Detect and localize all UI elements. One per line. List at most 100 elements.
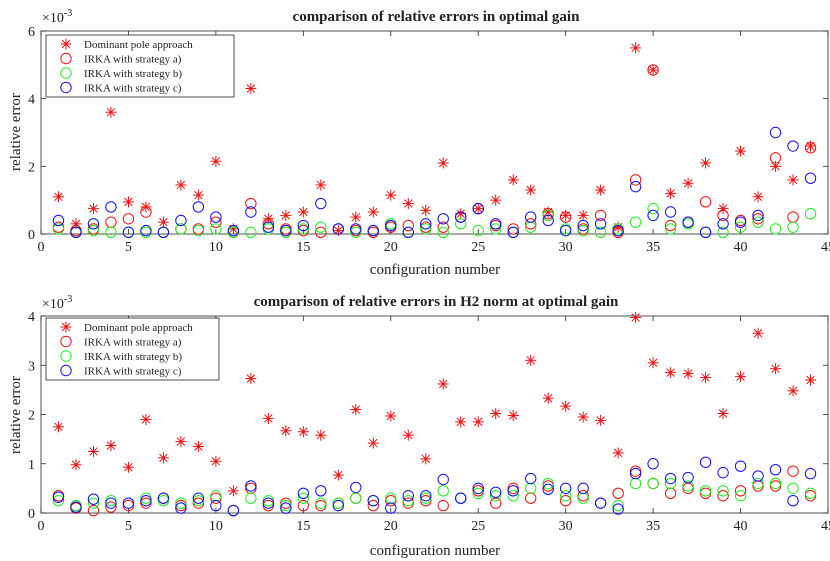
data-point-circle: [577, 224, 589, 237]
data-point-circle: [734, 490, 747, 502]
data-point-circle: [210, 223, 222, 235]
data-point-circle: [664, 206, 677, 218]
data-point-circle: [804, 142, 817, 154]
data-point-circle: [280, 499, 292, 512]
data-point-circle: [787, 465, 799, 477]
data-point-circle: [769, 126, 782, 139]
data-point-circle: [507, 490, 519, 502]
y-tick-label: 4: [28, 310, 35, 325]
data-point-circle: [472, 224, 484, 237]
data-point-star: [315, 179, 327, 191]
data-point-star: [787, 385, 799, 397]
legend-entry-label: IRKA with strategy b): [84, 351, 182, 363]
data-point-circle: [350, 223, 362, 235]
data-point-circle: [420, 494, 432, 507]
data-point-star: [122, 196, 134, 208]
data-point-circle: [612, 487, 624, 499]
data-point-circle: [420, 492, 432, 504]
data-point-circle: [262, 218, 275, 230]
data-point-circle: [507, 482, 519, 495]
data-point-circle: [455, 211, 467, 223]
data-point-star: [227, 485, 239, 497]
star-stroke: [61, 39, 71, 49]
data-point-circle: [559, 482, 572, 495]
legend-entry-label: IRKA with strategy a): [84, 337, 182, 349]
data-point-circle: [647, 202, 659, 215]
data-point-circle: [647, 209, 659, 222]
data-point-circle: [717, 490, 729, 502]
data-point-circle: [437, 221, 449, 233]
data-point-circle: [507, 226, 519, 239]
data-point-circle: [315, 226, 327, 239]
data-point-star: [420, 204, 432, 216]
data-point-circle: [122, 499, 135, 512]
data-point-star: [437, 378, 449, 390]
x-tick-label: 30: [559, 240, 573, 255]
data-point-circle: [524, 472, 537, 485]
data-point-circle: [297, 499, 310, 512]
data-point-circle: [420, 490, 432, 502]
data-point-circle: [577, 219, 589, 232]
data-point-circle: [192, 494, 205, 507]
data-point-star: [577, 209, 589, 221]
data-point-star: [420, 453, 432, 465]
data-point-star: [490, 194, 502, 206]
data-point-circle: [245, 206, 257, 218]
data-point-star: [332, 469, 344, 481]
data-point-circle: [122, 213, 135, 225]
data-point-star: [245, 373, 257, 385]
star-stroke: [648, 65, 658, 75]
data-point-circle: [699, 226, 712, 239]
data-point-circle: [210, 499, 222, 512]
data-point-circle: [664, 219, 677, 232]
data-point-circle: [507, 223, 519, 235]
chart-title: comparison of relative errors in optimal…: [293, 9, 581, 25]
data-point-circle: [559, 211, 572, 223]
data-point-circle: [629, 465, 642, 477]
data-point-circle: [175, 499, 187, 512]
data-point-circle: [157, 492, 170, 504]
data-point-star: [682, 177, 694, 189]
star-stroke: [683, 179, 693, 188]
star-stroke: [718, 409, 728, 418]
data-point-star: [105, 106, 117, 118]
series-irka-with-strategy-c: [52, 456, 817, 517]
data-point-circle: [629, 180, 642, 193]
data-point-circle: [787, 482, 799, 495]
data-point-star: [507, 174, 519, 186]
star-stroke: [299, 427, 308, 436]
star-stroke: [806, 375, 815, 385]
x-tick-label: 15: [296, 240, 310, 255]
data-point-circle: [699, 487, 712, 499]
data-point-star: [595, 184, 607, 196]
data-point-star: [210, 455, 222, 467]
data-point-circle: [332, 497, 345, 509]
data-point-circle: [629, 216, 642, 228]
star-stroke: [194, 190, 203, 200]
data-point-circle: [60, 335, 72, 348]
data-point-circle: [524, 211, 537, 223]
star-stroke: [71, 460, 81, 469]
star-stroke: [229, 486, 238, 496]
data-point-star: [542, 392, 554, 404]
star-stroke: [89, 447, 98, 456]
data-point-star: [385, 410, 397, 422]
data-point-circle: [699, 456, 712, 468]
legend-entry-label: IRKA with strategy b): [84, 68, 182, 80]
plot-area-frame: [40, 30, 829, 235]
data-point-circle: [752, 480, 764, 492]
data-point-star: [752, 327, 764, 339]
star-stroke: [491, 195, 500, 205]
star-stroke: [316, 180, 326, 190]
data-point-star: [612, 447, 624, 459]
data-point-star: [367, 437, 379, 449]
star-stroke: [386, 190, 396, 200]
data-point-star: [122, 461, 134, 473]
data-point-circle: [524, 492, 537, 504]
data-point-circle: [612, 503, 624, 515]
data-point-circle: [577, 482, 589, 495]
star-stroke: [316, 430, 326, 440]
data-point-circle: [752, 216, 764, 228]
data-point-circle: [70, 501, 82, 513]
x-tick-label: 25: [471, 519, 485, 534]
